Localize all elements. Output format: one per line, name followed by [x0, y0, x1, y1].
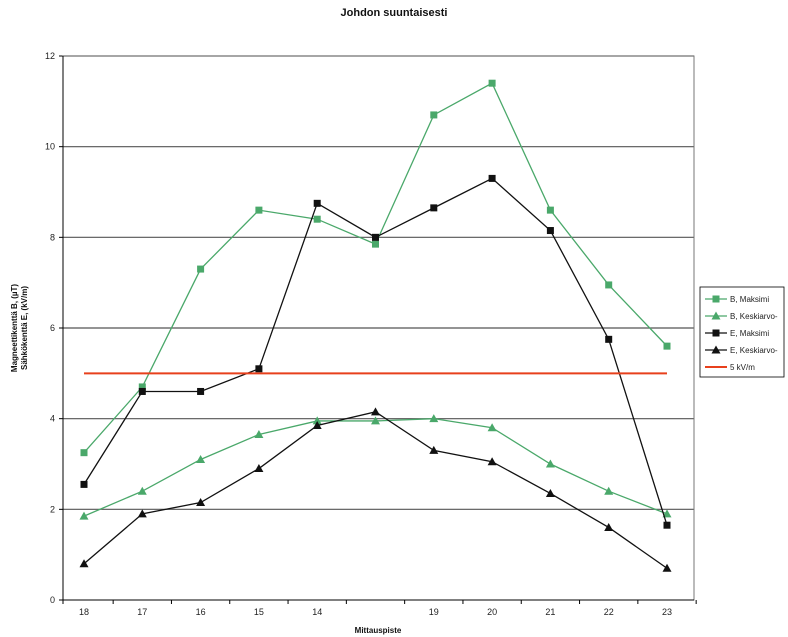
legend-label-0: B, Maksimi: [730, 295, 769, 304]
legend-marker-0: [712, 295, 720, 303]
data-point-1-9: [604, 486, 614, 495]
y-tick-label-4: 8: [50, 232, 55, 242]
tick-labels: 0 2 4 6 8 10 12 18 17 16 15 14 19 20 21 22 23: [45, 51, 672, 617]
series-3: [79, 407, 672, 572]
data-point-3-3: [254, 464, 264, 473]
legend-label-1: B, Keskiarvo-: [730, 312, 778, 321]
x-tick-label-0: 18: [79, 607, 89, 617]
data-point-1-3: [254, 430, 264, 439]
data-point-3-6: [429, 445, 439, 454]
data-point-2-10: [663, 521, 671, 529]
data-point-3-9: [604, 522, 614, 531]
axes: [59, 55, 697, 604]
x-tick-label-4: 14: [312, 607, 322, 617]
data-point-3-0: [79, 559, 89, 568]
y-axis-label-line-2: Sähkökenttä E, (kV/m): [20, 286, 29, 370]
data-point-2-8: [546, 227, 554, 235]
data-point-0-7: [488, 79, 496, 87]
y-tick-label-2: 4: [50, 414, 55, 424]
data-point-0-2: [197, 265, 205, 273]
chart-title: Johdon suuntaisesti: [340, 7, 448, 19]
data-point-1-4: [312, 416, 322, 425]
data-point-1-5: [371, 416, 380, 425]
x-tick-label-6: 19: [429, 607, 439, 617]
y-axis-label-line-1: Magneettikenttä B, (µT): [10, 284, 19, 373]
data-point-2-0: [80, 480, 88, 488]
y-tick-label-1: 2: [50, 504, 55, 514]
legend-marker-3: [711, 345, 721, 354]
data-point-3-5: [371, 407, 380, 416]
data-point-0-8: [546, 206, 554, 214]
data-point-2-5: [372, 233, 379, 241]
series-1: [79, 414, 672, 520]
data-point-1-8: [545, 459, 555, 468]
data-point-2-4: [313, 199, 321, 207]
series-0: [80, 79, 671, 457]
data-point-2-3: [255, 365, 263, 373]
y-tick-label-3: 6: [50, 323, 55, 333]
legend-marker-1: [711, 311, 721, 320]
data-point-1-2: [196, 454, 206, 463]
series-group: [79, 79, 672, 572]
legend-label-3: E, Keskiarvo-: [730, 346, 778, 355]
x-tick-label-3: 15: [254, 607, 264, 617]
data-point-0-6: [430, 111, 438, 119]
x-tick-label-9: 22: [604, 607, 614, 617]
data-point-1-10: [662, 509, 672, 518]
data-point-2-9: [605, 335, 613, 343]
data-point-1-6: [429, 414, 439, 423]
data-point-3-8: [545, 488, 555, 497]
data-point-0-1: [138, 383, 146, 391]
data-point-0-10: [663, 342, 671, 350]
data-point-2-6: [430, 204, 438, 212]
x-tick-label-1: 17: [137, 607, 147, 617]
series-2: [80, 174, 671, 529]
legend-marker-2: [712, 329, 720, 337]
x-tick-label-10: 23: [662, 607, 672, 617]
data-point-2-7: [488, 174, 496, 182]
data-point-0-0: [80, 449, 88, 457]
x-tick-label-8: 21: [545, 607, 555, 617]
data-point-2-2: [197, 387, 205, 395]
y-tick-label-6: 12: [45, 51, 55, 61]
x-axis-label: Mittauspiste: [355, 626, 402, 635]
data-point-3-1: [137, 509, 147, 518]
x-tick-label-2: 16: [196, 607, 206, 617]
y-tick-label-5: 10: [45, 142, 55, 152]
data-point-0-5: [372, 240, 379, 248]
data-point-1-1: [137, 486, 147, 495]
data-point-0-4: [313, 215, 321, 223]
data-point-0-9: [605, 281, 613, 289]
legend-label-2: E, Maksimi: [730, 329, 769, 338]
x-tick-label-7: 20: [487, 607, 497, 617]
data-point-3-4: [312, 420, 322, 429]
data-point-0-3: [255, 206, 263, 214]
legend: B, Maksimi B, Keskiarvo- E, Maksimi E, Kesk…: [699, 286, 785, 378]
data-point-1-7: [487, 423, 497, 432]
data-point-3-2: [196, 498, 206, 507]
legend-label-4: 5 kV/m: [730, 363, 755, 372]
data-point-2-1: [138, 387, 146, 395]
data-point-1-0: [79, 511, 89, 520]
y-tick-label-0: 0: [50, 595, 55, 605]
data-point-3-7: [487, 457, 497, 466]
data-point-3-10: [662, 563, 672, 572]
